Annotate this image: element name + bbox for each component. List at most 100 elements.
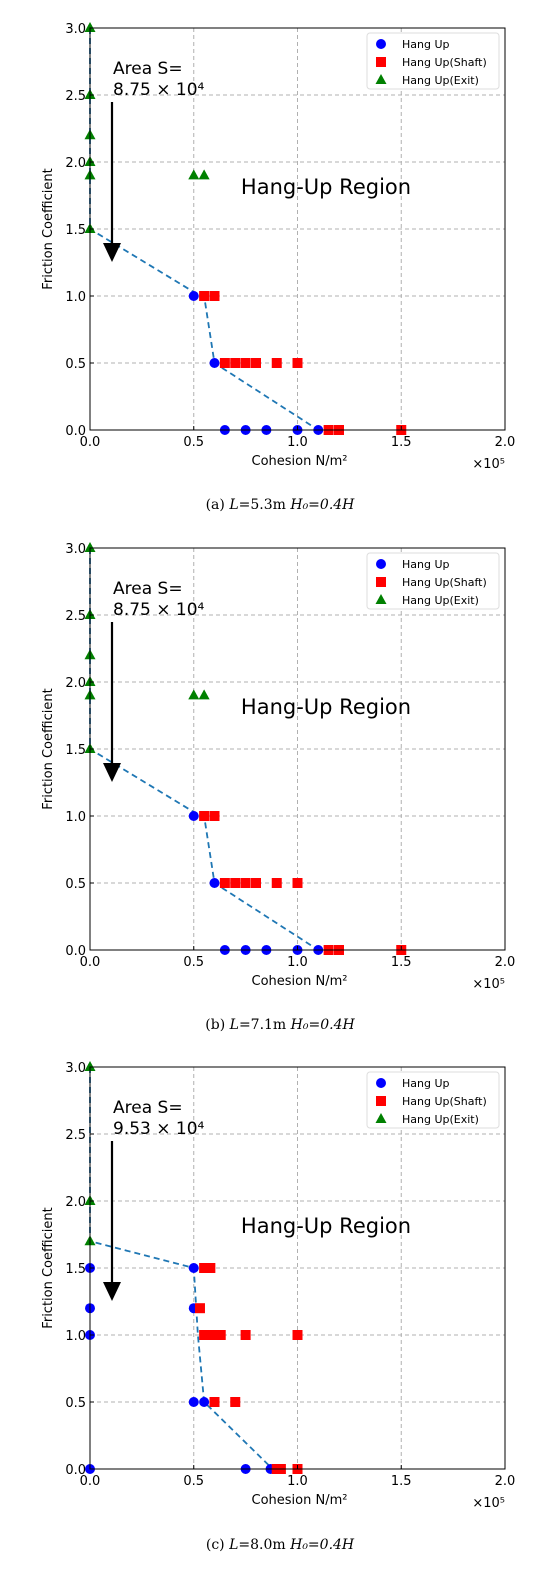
legend-marker-hang-up	[376, 39, 386, 49]
exit-point	[198, 689, 210, 700]
y-tick-label: 0.0	[65, 944, 86, 959]
area-value: 8.75 × 10⁴	[113, 80, 205, 100]
caption-c-h: H₀=0.4H	[290, 1537, 355, 1553]
x-multiplier: ×10⁵	[472, 1496, 505, 1511]
area-label: Area S=	[113, 1098, 183, 1118]
x-axis-label: Cohesion N/m²	[252, 454, 348, 469]
caption-a-h: H₀=0.4H	[290, 497, 355, 513]
caption-c: (c) L=8.0m H₀=0.4H	[0, 1537, 560, 1553]
hang-up-point	[199, 1397, 210, 1407]
x-tick-label: 1.0	[287, 1474, 308, 1489]
legend-marker-exit	[375, 594, 387, 604]
caption-b-h: H₀=0.4H	[290, 1017, 355, 1033]
y-tick-label: 1.0	[65, 1329, 86, 1344]
y-tick-label: 1.5	[65, 1262, 86, 1277]
legend-label-shaft: Hang Up(Shaft)	[402, 576, 487, 589]
y-axis-label: Friction Coefficient	[41, 168, 56, 289]
shaft-point	[219, 878, 230, 888]
legend-label-hang-up: Hang Up	[402, 558, 450, 571]
caption-c-l-var: L	[229, 1537, 239, 1553]
y-tick-label: 1.5	[65, 223, 86, 238]
shaft-point	[292, 878, 303, 888]
shaft-point	[240, 358, 251, 368]
y-tick-label: 1.5	[65, 743, 86, 758]
caption-a: (a) L=5.3m H₀=0.4H	[0, 497, 560, 513]
y-tick-label: 1.0	[65, 810, 86, 825]
x-multiplier: ×10⁵	[472, 977, 505, 992]
area-arrow-head	[103, 1282, 121, 1301]
y-tick-label: 2.5	[65, 1128, 86, 1143]
shaft-point	[271, 878, 282, 888]
x-tick-label: 0.5	[183, 435, 204, 450]
legend-label-exit: Hang Up(Exit)	[402, 1113, 479, 1126]
x-axis-label: Cohesion N/m²	[252, 1493, 348, 1508]
x-tick-label: 0.0	[80, 955, 101, 970]
shaft-point	[240, 878, 251, 888]
legend-label-hang-up: Hang Up	[402, 1077, 450, 1090]
x-tick-label: 2.0	[495, 955, 516, 970]
shaft-point	[251, 878, 261, 888]
y-tick-label: 0.0	[65, 424, 86, 439]
shaft-point	[251, 358, 261, 368]
legend-marker-hang-up	[376, 559, 386, 569]
x-tick-label: 1.0	[287, 435, 308, 450]
area-value: 8.75 × 10⁴	[113, 600, 205, 620]
y-tick-label: 2.0	[65, 156, 86, 171]
hang-up-point	[188, 1397, 199, 1407]
boundary-line	[89, 28, 319, 431]
shaft-point	[219, 358, 230, 368]
x-multiplier: ×10⁵	[472, 457, 505, 472]
y-axis-label: Friction Coefficient	[41, 1207, 56, 1328]
hang-up-point	[209, 358, 220, 368]
shaft-point	[205, 1263, 216, 1273]
hang-up-point	[209, 878, 220, 888]
y-axis-label: Friction Coefficient	[41, 688, 56, 809]
region-label: Hang-Up Region	[241, 695, 411, 719]
legend-label-exit: Hang Up(Exit)	[402, 74, 479, 87]
caption-a-prefix: (a)	[205, 497, 230, 513]
chart-panel-a: 0.0 0.5 1.0 1.5 2.0 0.0 0.5 1.0 1.5 2.0 2.5 3.0 Cohe…	[0, 0, 560, 500]
chart-b: 0.0 0.5 1.0 1.5 2.0 0.0 0.5 1.0 1.5 2.0 2.5 3.0 Cohe…	[41, 542, 516, 992]
y-tick-label: 3.0	[65, 22, 86, 37]
shaft-point	[230, 1397, 241, 1407]
legend-label-exit: Hang Up(Exit)	[402, 594, 479, 607]
legend-marker-exit	[375, 74, 387, 84]
x-tick-label: 0.5	[183, 955, 204, 970]
y-tick-label: 0.5	[65, 877, 86, 892]
hang-up-point	[188, 1263, 199, 1273]
y-tick-label: 2.0	[65, 676, 86, 691]
caption-c-prefix: (c)	[205, 1537, 230, 1553]
shaft-point	[209, 811, 220, 821]
caption-a-l-val: =5.3m	[238, 497, 291, 513]
x-tick-label: 2.0	[495, 435, 516, 450]
legend-marker-hang-up	[376, 1078, 386, 1088]
shaft-point	[199, 291, 210, 301]
exit-point	[188, 169, 200, 180]
shaft-point	[199, 1263, 210, 1273]
exit-point	[198, 169, 210, 180]
hang-up-point	[188, 291, 199, 301]
shaft-point	[209, 1397, 220, 1407]
region-label: Hang-Up Region	[241, 175, 411, 199]
shaft-point	[194, 1303, 205, 1314]
shaft-point	[209, 291, 220, 301]
legend-label-hang-up: Hang Up	[402, 38, 450, 51]
chart-a: 0.0 0.5 1.0 1.5 2.0 0.0 0.5 1.0 1.5 2.0 2.5 3.0 Cohe…	[41, 22, 516, 472]
y-tick-label: 2.5	[65, 609, 86, 624]
legend-marker-exit	[375, 1113, 387, 1123]
exit-point	[84, 22, 96, 32]
legend-label-shaft: Hang Up(Shaft)	[402, 56, 487, 69]
exit-point	[84, 542, 96, 552]
shaft-point	[199, 1330, 210, 1340]
area-arrow-head	[103, 763, 121, 782]
x-tick-label: 0.0	[80, 1474, 101, 1489]
exit-point	[84, 1061, 96, 1071]
exit-point	[188, 689, 200, 700]
y-tick-label: 0.5	[65, 357, 86, 372]
x-tick-label: 1.5	[391, 955, 412, 970]
shaft-point	[215, 1330, 226, 1340]
region-label: Hang-Up Region	[241, 1214, 411, 1238]
shaft-point	[230, 878, 241, 888]
shaft-point	[292, 358, 303, 368]
x-tick-label: 1.0	[287, 955, 308, 970]
